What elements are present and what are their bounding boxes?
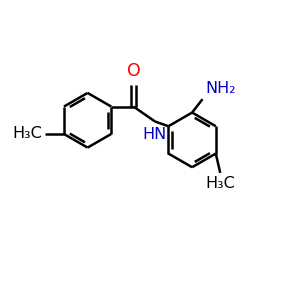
Text: O: O xyxy=(127,62,140,80)
Text: HN: HN xyxy=(143,127,167,142)
Text: H₃C: H₃C xyxy=(13,127,42,142)
Text: H₃C: H₃C xyxy=(206,176,235,191)
Text: NH₂: NH₂ xyxy=(205,81,236,96)
